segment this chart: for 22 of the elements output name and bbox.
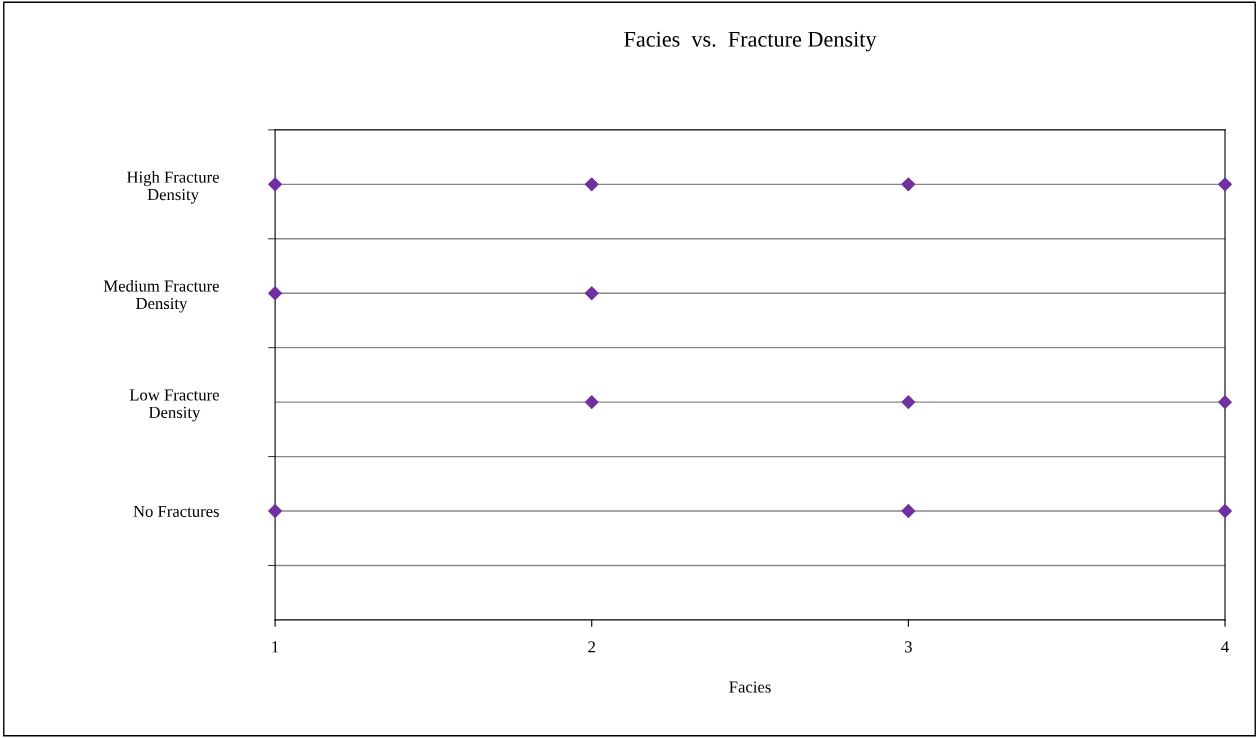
point <box>901 504 916 518</box>
point <box>901 177 916 192</box>
point <box>584 395 599 410</box>
point <box>584 177 599 192</box>
x-tick-label: 2 <box>588 641 595 653</box>
chart-title: Facies vs. Fracture Density <box>624 31 877 52</box>
x-tick-label: 4 <box>1221 641 1229 653</box>
x-axis-title: Facies <box>729 681 771 693</box>
point <box>1218 504 1232 518</box>
x-tick-label: 3 <box>905 641 912 653</box>
point <box>584 286 599 301</box>
y-tick-label: No Fractures <box>133 505 219 517</box>
y-tick-label: High Fracture Density <box>126 171 219 204</box>
point <box>268 286 282 301</box>
y-tick-label: Low Fracture Density <box>129 389 219 422</box>
point <box>1218 177 1232 192</box>
point <box>268 504 282 518</box>
point <box>268 177 282 192</box>
point <box>1218 395 1232 410</box>
x-tick-label: 1 <box>272 641 279 653</box>
y-tick-label: Medium Fracture Density <box>103 279 219 313</box>
point <box>901 395 916 410</box>
